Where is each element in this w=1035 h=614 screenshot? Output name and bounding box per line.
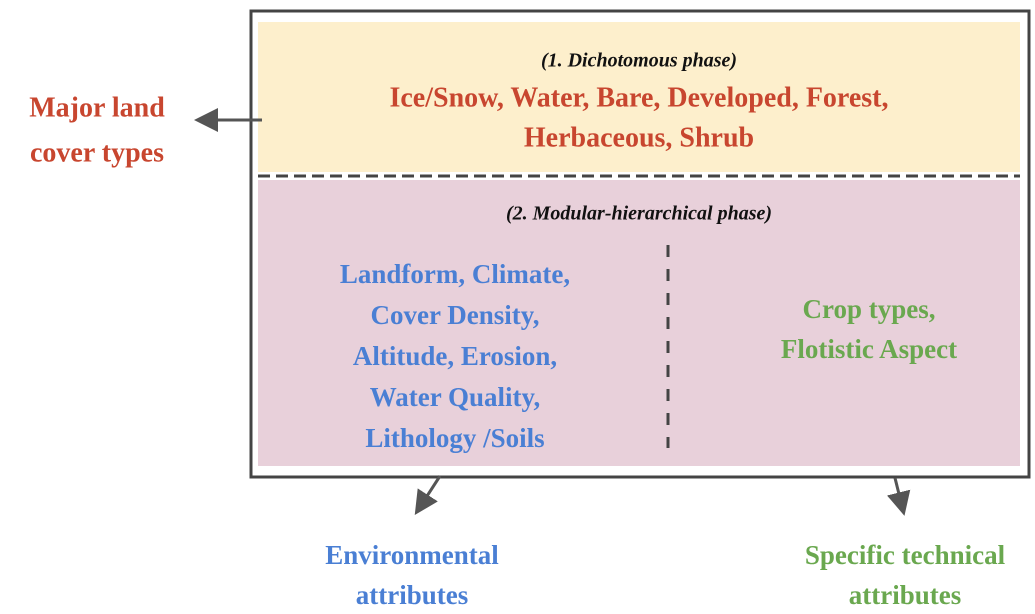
env-line: Landform, Climate,: [340, 259, 570, 289]
tech-line: Crop types,: [802, 294, 935, 324]
tech-line: Flotistic Aspect: [781, 334, 957, 364]
phase1-line: Ice/Snow, Water, Bare, Developed, Forest…: [389, 82, 888, 113]
bottom-right: Specific technical: [805, 540, 1006, 570]
phase1-panel: [258, 22, 1020, 172]
bottom-right: attributes: [849, 580, 961, 610]
env-line: Cover Density,: [371, 300, 540, 330]
phase1-title: (1. Dichotomous phase): [541, 50, 737, 72]
left-label: cover types: [30, 137, 164, 168]
bottom-left: attributes: [356, 580, 468, 610]
env-line: Water Quality,: [370, 382, 541, 412]
phase2-title: (2. Modular-hierarchical phase): [506, 203, 772, 225]
phase2-panel: [258, 180, 1020, 466]
left-label: Major land: [29, 92, 165, 123]
arrow-env: [414, 475, 442, 516]
env-line: Lithology /Soils: [365, 423, 544, 453]
arrow-tech: [886, 477, 911, 516]
bottom-left: Environmental: [325, 540, 499, 570]
phase1-line: Herbaceous, Shrub: [524, 122, 754, 153]
env-line: Altitude, Erosion,: [353, 341, 557, 371]
